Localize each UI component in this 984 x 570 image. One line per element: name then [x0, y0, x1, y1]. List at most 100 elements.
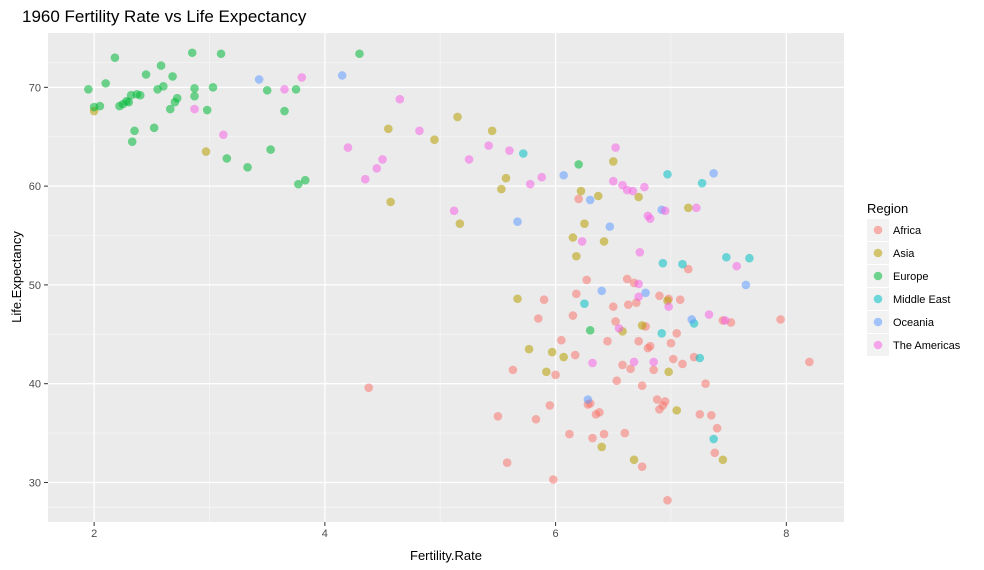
point-africa — [712, 423, 722, 433]
point-asia — [559, 352, 568, 362]
point-africa — [588, 433, 597, 443]
point-europe — [101, 79, 110, 88]
point-the-americas — [629, 357, 639, 367]
point-the-americas — [704, 310, 714, 319]
point-africa — [531, 414, 541, 424]
point-asia — [430, 135, 439, 144]
point-the-americas — [280, 85, 289, 94]
point-africa — [595, 408, 604, 417]
legend-swatch-asia — [873, 248, 883, 258]
y-tick-label: 70 — [29, 82, 41, 94]
point-oceania — [605, 222, 615, 231]
minor-gridlines — [48, 33, 844, 522]
legend-label-africa: Africa — [893, 225, 922, 237]
point-africa — [672, 329, 682, 338]
point-africa — [533, 314, 543, 323]
point-africa — [599, 429, 609, 439]
point-the-americas — [732, 261, 742, 271]
point-africa — [574, 194, 583, 204]
point-africa — [623, 300, 633, 309]
point-europe — [216, 49, 226, 59]
point-africa — [618, 360, 627, 370]
point-the-americas — [660, 206, 670, 216]
point-the-americas — [343, 143, 353, 152]
point-middle-east — [663, 169, 672, 179]
point-the-americas — [628, 186, 638, 196]
point-europe — [149, 123, 159, 133]
point-asia — [637, 321, 647, 330]
legend-label-europe: Europe — [893, 271, 928, 283]
point-asia — [718, 455, 728, 465]
point-europe — [95, 101, 105, 111]
point-the-americas — [464, 155, 474, 164]
point-middle-east — [580, 299, 589, 308]
point-asia — [455, 219, 465, 228]
point-europe — [355, 49, 364, 59]
point-africa — [660, 397, 670, 406]
point-the-americas — [588, 358, 597, 368]
point-asia — [201, 147, 211, 156]
point-europe — [172, 93, 182, 103]
point-africa — [675, 295, 685, 305]
x-axis-title: Fertility.Rate — [410, 548, 482, 563]
point-africa — [695, 410, 705, 419]
point-middle-east — [658, 258, 668, 268]
point-africa — [637, 462, 647, 471]
point-africa — [678, 359, 687, 369]
point-asia — [593, 191, 603, 201]
point-europe — [168, 72, 177, 81]
point-europe — [574, 160, 583, 169]
point-the-americas — [190, 104, 199, 114]
point-asia — [683, 203, 693, 213]
point-africa — [582, 275, 592, 285]
legend-swatch-africa — [873, 225, 883, 235]
point-europe — [141, 70, 151, 79]
y-tick-label: 50 — [29, 280, 41, 292]
point-africa — [637, 381, 647, 390]
point-africa — [603, 336, 612, 346]
point-middle-east — [695, 353, 705, 363]
point-africa — [701, 379, 710, 388]
point-africa — [626, 364, 635, 374]
point-the-americas — [608, 176, 618, 186]
x-axis-ticks: 2 4 6 8 — [91, 522, 789, 540]
point-asia — [386, 197, 395, 207]
point-africa — [608, 302, 618, 311]
point-europe — [159, 82, 168, 91]
point-the-americas — [692, 203, 701, 213]
point-africa — [493, 411, 503, 421]
legend-swatch-middle-east — [873, 294, 883, 304]
point-asia — [497, 184, 506, 194]
point-middle-east — [518, 149, 528, 158]
point-africa — [508, 365, 518, 375]
point-africa — [707, 411, 716, 420]
point-oceania — [585, 195, 595, 205]
point-europe — [291, 85, 301, 94]
point-asia — [513, 294, 522, 304]
point-oceania — [741, 280, 751, 290]
point-africa — [649, 365, 658, 375]
y-tick-label: 40 — [29, 379, 41, 391]
point-asia — [501, 173, 511, 183]
point-the-americas — [372, 164, 382, 173]
point-oceania — [559, 170, 568, 180]
point-asia — [576, 186, 586, 196]
point-europe — [165, 104, 175, 114]
point-the-americas — [297, 73, 307, 82]
point-europe — [294, 179, 303, 189]
legend-label-the-americas: The Americas — [893, 340, 961, 352]
x-tick-label: 4 — [322, 528, 328, 540]
point-the-americas — [395, 94, 405, 104]
point-asia — [547, 347, 557, 357]
point-asia — [672, 406, 682, 415]
point-europe — [266, 145, 275, 154]
point-europe — [243, 163, 252, 172]
point-africa — [805, 357, 814, 367]
point-europe — [110, 53, 120, 62]
point-the-americas — [649, 357, 658, 367]
legend-swatch-oceania — [873, 317, 883, 327]
point-africa — [634, 336, 643, 346]
y-axis-ticks: 30 40 50 60 70 — [29, 82, 48, 489]
point-africa — [570, 350, 580, 360]
point-middle-east — [709, 434, 718, 444]
